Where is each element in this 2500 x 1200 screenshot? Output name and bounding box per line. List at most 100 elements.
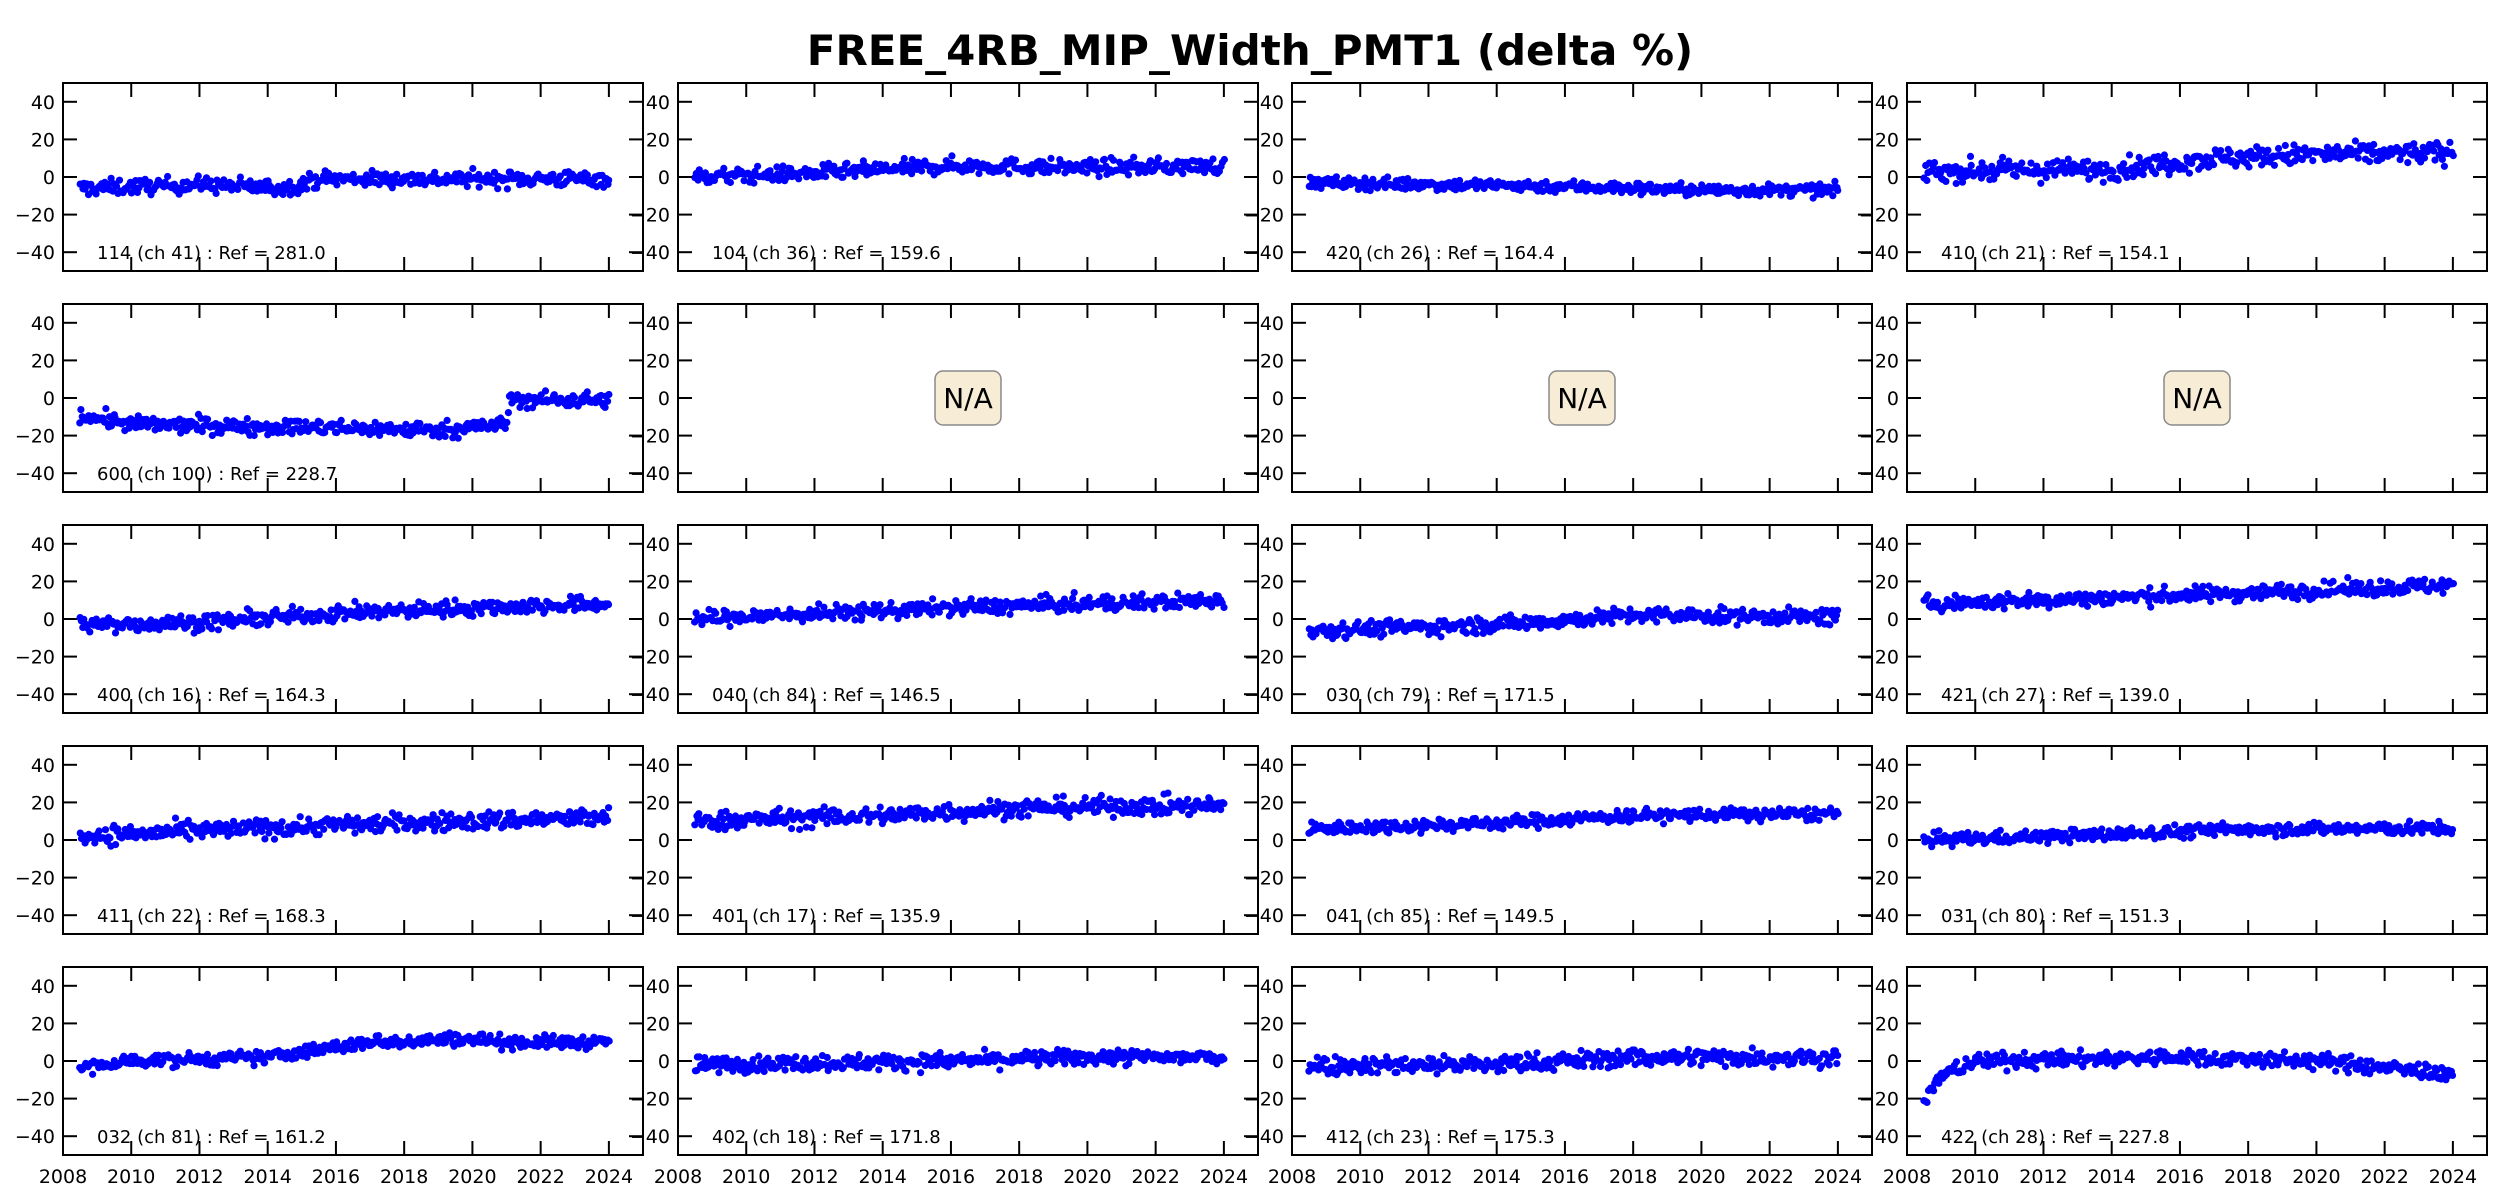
data-point (1380, 630, 1388, 638)
data-point (583, 171, 592, 179)
data-point (1339, 619, 1347, 627)
data-point (371, 418, 379, 426)
y-tick-label: −40 (630, 242, 670, 264)
data-point (2181, 164, 2189, 172)
panel-label: 104 (ch 36) : Ref = 159.6 (712, 243, 941, 264)
y-tick-label: −20 (15, 868, 55, 890)
data-point (351, 597, 359, 606)
y-tick-label: −20 (1859, 426, 1899, 448)
y-tick-label: 40 (1875, 92, 1899, 114)
data-point (2301, 144, 2309, 152)
data-points (691, 789, 1228, 834)
data-point (198, 428, 206, 436)
data-point (1924, 591, 1932, 599)
data-point (501, 424, 509, 433)
data-point (2344, 574, 2352, 582)
data-point (2404, 586, 2412, 595)
data-point (1154, 154, 1162, 162)
panel-label: 114 (ch 41) : Ref = 281.0 (97, 243, 326, 264)
data-point (1109, 813, 1117, 822)
data-point (1733, 621, 1741, 629)
data-point (1756, 192, 1764, 200)
y-tick-label: 20 (646, 792, 670, 814)
data-point (1831, 177, 1839, 185)
data-point (503, 418, 511, 427)
data-point (541, 387, 550, 395)
data-point (504, 409, 512, 417)
data-point (2370, 140, 2378, 149)
data-point (820, 603, 828, 611)
data-point (2160, 582, 2168, 590)
data-point (2329, 577, 2337, 586)
data-point (822, 173, 830, 181)
data-point (583, 388, 591, 396)
data-point (754, 162, 762, 170)
data-point (475, 170, 483, 179)
data-point (1179, 170, 1187, 178)
data-point (451, 428, 459, 436)
y-tick-label: −40 (1244, 463, 1284, 485)
y-tick-label: −20 (1859, 647, 1899, 669)
data-point (2264, 146, 2272, 154)
y-tick-label: 20 (31, 129, 55, 151)
data-point (449, 434, 457, 442)
data-point (112, 182, 121, 190)
y-tick-label: −40 (630, 684, 670, 706)
data-point (443, 416, 451, 424)
y-tick-label: −20 (630, 647, 670, 669)
data-point (929, 595, 937, 603)
data-point (2043, 160, 2052, 168)
data-point (463, 183, 471, 191)
y-tick-label: −20 (15, 426, 55, 448)
y-tick-label: 40 (646, 92, 670, 114)
y-tick-label: 20 (646, 350, 670, 372)
data-point (2139, 171, 2147, 179)
data-point (2158, 597, 2166, 605)
y-tick-label: 0 (658, 830, 670, 852)
data-point (1937, 168, 1945, 177)
data-point (297, 605, 305, 613)
data-point (250, 431, 258, 440)
data-point (469, 612, 477, 620)
data-point (876, 601, 884, 609)
data-point (469, 164, 477, 173)
data-point (279, 428, 287, 436)
data-point (778, 167, 786, 175)
data-point (1646, 180, 1655, 188)
data-point (2378, 155, 2386, 163)
data-point (111, 629, 120, 637)
data-point (808, 824, 816, 832)
data-point (605, 176, 613, 184)
data-point (1006, 610, 1014, 619)
y-tick-label: −20 (1244, 205, 1284, 227)
data-point (605, 390, 613, 399)
data-point (2281, 141, 2289, 150)
data-point (2437, 145, 2445, 153)
y-tick-label: 20 (1875, 350, 1899, 372)
y-tick-label: 40 (31, 92, 55, 114)
data-point (2099, 178, 2107, 186)
data-point (2037, 179, 2045, 187)
data-point (787, 825, 796, 833)
data-points (1305, 804, 1842, 837)
panel-label: 400 (ch 16) : Ref = 164.3 (97, 685, 326, 706)
data-point (2151, 170, 2160, 178)
data-point (257, 620, 265, 628)
data-point (2185, 169, 2193, 177)
data-point (95, 827, 103, 835)
data-point (549, 170, 557, 178)
data-point (320, 825, 328, 833)
data-point (712, 609, 720, 617)
y-tick-label: −20 (15, 647, 55, 669)
data-point (1958, 178, 1967, 186)
data-point (2440, 162, 2448, 170)
data-point (556, 172, 564, 180)
data-point (1024, 812, 1032, 820)
data-point (1930, 159, 1939, 167)
data-point (2064, 155, 2072, 163)
data-point (918, 167, 926, 175)
data-point (604, 601, 613, 609)
data-points (76, 804, 613, 850)
